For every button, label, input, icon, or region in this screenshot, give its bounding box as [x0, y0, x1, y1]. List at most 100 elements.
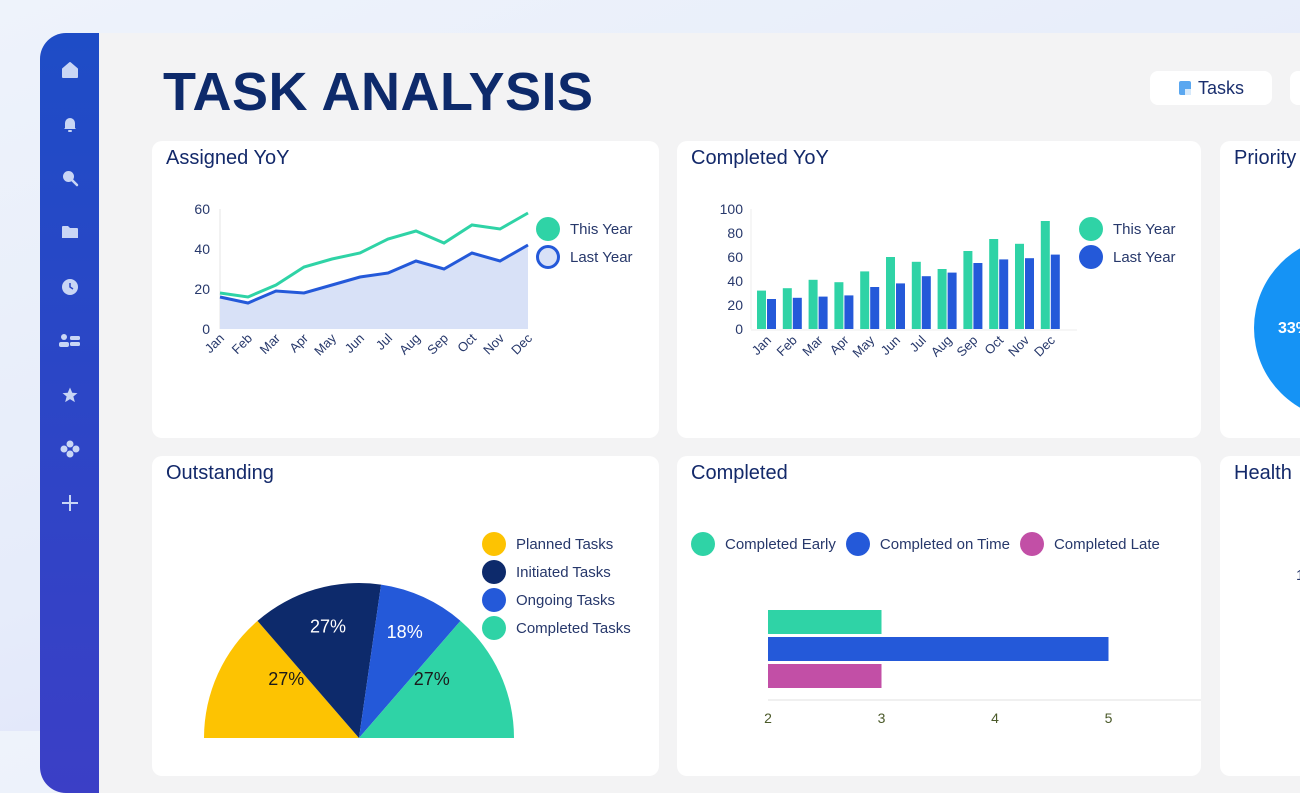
- y-tick-label: 20: [727, 297, 743, 313]
- x-tick-label: Feb: [229, 331, 255, 357]
- bar-this-year: [757, 290, 766, 329]
- bar-last-year: [767, 299, 776, 329]
- bar-this-year: [911, 261, 921, 329]
- chart-legend: This Year Last Year: [536, 217, 633, 269]
- bar-this-year: [963, 251, 973, 329]
- bar-last-year: [870, 287, 880, 329]
- x-tick-label: Nov: [1005, 332, 1032, 359]
- pie-label: 27%: [414, 669, 450, 689]
- legend-item: Last Year: [536, 245, 633, 269]
- card-title: Health: [1234, 462, 1292, 484]
- bar-last-year: [844, 295, 854, 329]
- clock-icon[interactable]: [59, 276, 81, 298]
- y-tick-label: 60: [727, 249, 743, 265]
- bar-last-year: [921, 276, 931, 329]
- x-tick-label: Jun: [878, 333, 903, 358]
- legend-swatch: [482, 560, 506, 584]
- x-tick-label: Apr: [827, 332, 852, 357]
- legend-label: Completed Early: [725, 535, 836, 553]
- legend-swatch: [1019, 532, 1044, 556]
- pie-slice: [204, 620, 359, 738]
- x-tick-label: Dec: [1031, 332, 1058, 359]
- bell-icon[interactable]: [59, 113, 81, 135]
- bar-last-year: [896, 283, 905, 329]
- x-tick-label: May: [849, 332, 877, 360]
- card-title: Assigned YoY: [166, 147, 290, 169]
- bar-this-year: [782, 288, 792, 329]
- completed-hbar-chart: 23456: [764, 610, 1201, 726]
- legend-item: Ongoing Tasks: [482, 588, 631, 612]
- x-tick-label: Mar: [799, 332, 826, 359]
- x-tick-label: Feb: [773, 333, 799, 359]
- bar-last-year: [1050, 254, 1060, 329]
- team-icon[interactable]: [59, 330, 81, 352]
- this-year-line: [219, 211, 529, 299]
- x-tick-label: Sep: [954, 333, 981, 360]
- bar-last-year: [818, 296, 828, 329]
- chart-legend: Completed Early Completed on Time Comple…: [691, 532, 1160, 556]
- y-tick-label: 60: [194, 201, 210, 217]
- x-tick-label: Jul: [907, 332, 929, 354]
- legend-item: Completed Tasks: [482, 616, 631, 640]
- bar-this-year: [886, 257, 895, 329]
- card-title: Priority: [1234, 147, 1297, 169]
- add-icon[interactable]: [59, 492, 81, 514]
- secondary-button[interactable]: [1290, 71, 1300, 105]
- hbar: [768, 637, 1109, 661]
- legend-swatch: [1079, 245, 1103, 269]
- x-tick-label: Oct: [981, 332, 1006, 357]
- card-title: Completed YoY: [691, 147, 829, 169]
- y-tick-label: 40: [194, 241, 210, 257]
- completed-card: Completed Completed Early Completed on T…: [677, 456, 1201, 776]
- legend-item: Completed Early: [691, 532, 836, 556]
- legend-item: Last Year: [1079, 245, 1176, 269]
- outstanding-half-pie: 27% 27% 18% 27%: [204, 583, 514, 738]
- pie-label: 18%: [387, 622, 423, 642]
- legend-item: Initiated Tasks: [482, 560, 631, 584]
- x-tick-label: May: [311, 330, 339, 358]
- bar-this-year: [808, 279, 818, 329]
- legend-label: Ongoing Tasks: [516, 591, 615, 609]
- outstanding-card: Outstanding 27% 27% 18% 27% Planned Tasks I…: [152, 456, 659, 776]
- legend-swatch: [482, 588, 506, 612]
- apps-icon[interactable]: [59, 438, 81, 460]
- x-tick-label: Dec: [508, 330, 535, 357]
- bar-this-year: [989, 239, 999, 329]
- pie-slice: [257, 583, 382, 738]
- search-icon[interactable]: [59, 167, 81, 189]
- y-tick-label: 20: [194, 281, 210, 297]
- x-tick-label: Aug: [928, 333, 955, 360]
- note-icon: [1178, 81, 1191, 95]
- bar-last-year: [1025, 258, 1034, 329]
- tasks-button[interactable]: Tasks: [1150, 71, 1272, 105]
- x-tick-label: Oct: [454, 330, 479, 355]
- bar-this-year: [1015, 243, 1024, 329]
- health-chart: 100806040200: [1296, 567, 1300, 584]
- home-icon[interactable]: [59, 59, 81, 81]
- x-tick-label: Sep: [424, 331, 451, 358]
- legend-swatch: [536, 217, 560, 241]
- priority-pie-chart: 33%: [1254, 248, 1300, 408]
- pie-slice: [359, 620, 514, 738]
- legend-label: This Year: [570, 220, 633, 238]
- star-icon[interactable]: [59, 384, 81, 406]
- y-tick-label: 0: [735, 321, 743, 337]
- legend-label: Completed Tasks: [516, 619, 631, 637]
- x-tick-label: 4: [991, 710, 999, 726]
- legend-swatch: [691, 532, 715, 556]
- x-tick-label: Nov: [480, 330, 507, 357]
- folder-icon[interactable]: [59, 221, 81, 243]
- pie-label: 33%: [1278, 320, 1300, 337]
- legend-label: Last Year: [1113, 248, 1176, 266]
- legend-swatch: [482, 532, 506, 556]
- bar-this-year: [834, 282, 844, 329]
- legend-item: Completed on Time: [845, 532, 1010, 556]
- legend-label: Completed Late: [1053, 535, 1160, 553]
- priority-card: Priority 33%: [1220, 141, 1300, 438]
- chart-legend: This Year Last Year: [1079, 217, 1176, 269]
- legend-label: Last Year: [570, 248, 633, 266]
- legend-item: This Year: [1079, 217, 1176, 241]
- card-title: Completed: [691, 462, 788, 484]
